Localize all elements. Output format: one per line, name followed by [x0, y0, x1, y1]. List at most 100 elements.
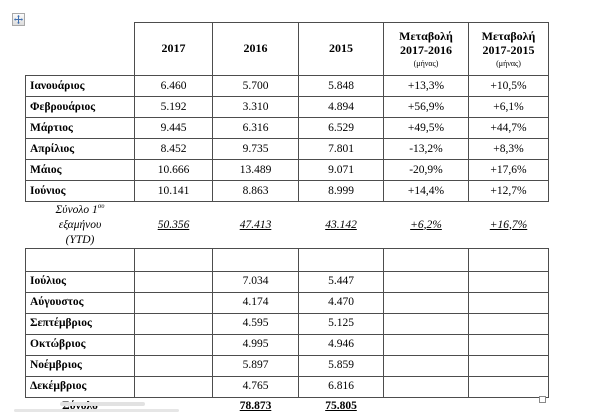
- table-row: Μάιος 10.666 13.489 9.071 -20,9% +17,6%: [25, 159, 549, 181]
- header-2015: 2015: [298, 22, 384, 76]
- ytd-label-sup: ου: [97, 202, 105, 210]
- empty-cell: [383, 333, 469, 356]
- month-label: Ιούνιος: [25, 180, 135, 202]
- header-2017: 2017: [134, 22, 213, 76]
- value-2016: 4.765: [212, 375, 299, 398]
- empty-cell: [298, 247, 384, 272]
- table-row: Ιούλιος 7.034 5.447: [25, 270, 549, 293]
- value-2017: 9.445: [134, 117, 213, 139]
- change-2017-2016: -13,2%: [383, 138, 469, 160]
- value-2016: 3.310: [212, 96, 299, 118]
- table-row: Νοέμβριος 5.897 5.859: [25, 354, 549, 377]
- ytd-row: Σύνολο 1ου εξαμήνου (YTD) 50.356 47.413 …: [26, 202, 549, 249]
- ytd-label-line2: εξαμήνου: [58, 218, 102, 231]
- change1-title: Μεταβολή: [399, 29, 453, 44]
- month-label: Ιανουάριος: [25, 75, 135, 97]
- empty-cell: [468, 247, 549, 272]
- value-2016: 4.595: [212, 312, 299, 335]
- month-label: Οκτώβριος: [25, 333, 135, 356]
- table-row: Μάρτιος 9.445 6.316 6.529 +49,5% +44,7%: [25, 117, 549, 139]
- empty-cell: [383, 375, 469, 398]
- month-label: Φεβρουάριος: [25, 96, 135, 118]
- value-2017: 8.452: [134, 138, 213, 160]
- ytd-change-2017-2015: +16,7%: [489, 218, 528, 231]
- empty-cell: [383, 312, 469, 335]
- empty-cell: [134, 312, 213, 335]
- change-2017-2016: +49,5%: [383, 117, 469, 139]
- table-resize-handle[interactable]: [539, 396, 546, 403]
- value-2015: 5.848: [298, 75, 384, 97]
- value-2015: 4.894: [298, 96, 384, 118]
- change-2017-2016: +56,9%: [383, 96, 469, 118]
- empty-cell: [134, 375, 213, 398]
- value-2016: 13.489: [212, 159, 299, 181]
- table-row: Σεπτέμβριος 4.595 5.125: [25, 312, 549, 335]
- change-2017-2016: -20,9%: [383, 159, 469, 181]
- total-row: Σύνολο 78.873 75.805: [26, 397, 549, 416]
- value-2015: 5.125: [298, 312, 384, 335]
- empty-cell: [134, 291, 213, 314]
- total-value-2015: 75.805: [325, 400, 357, 413]
- empty-cell: [468, 375, 549, 398]
- table-row: Αύγουστος 4.174 4.470: [25, 291, 549, 314]
- header-row: 2017 2016 2015 Μεταβολή 2017-2016 (μήνας…: [26, 22, 549, 76]
- move-arrows-icon: [14, 15, 23, 24]
- empty-cell: [25, 247, 135, 272]
- table-row: Οκτώβριος 4.995 4.946: [25, 333, 549, 356]
- ytd-label-line3: (YTD): [65, 233, 95, 246]
- value-2015: 6.816: [298, 375, 384, 398]
- empty-cell: [383, 354, 469, 377]
- month-label: Δεκέμβριος: [25, 375, 135, 398]
- empty-cell: [468, 312, 549, 335]
- empty-cell: [383, 247, 469, 272]
- month-label: Νοέμβριος: [25, 354, 135, 377]
- empty-cell: [468, 333, 549, 356]
- monthly-data-table: 2017 2016 2015 Μεταβολή 2017-2016 (μήνας…: [25, 22, 549, 416]
- table-row: Φεβρουάριος 5.192 3.310 4.894 +56,9% +6,…: [25, 96, 549, 118]
- total-label: Σύνολο: [62, 400, 98, 413]
- value-2015: 7.801: [298, 138, 384, 160]
- change1-range: 2017-2016: [400, 42, 452, 57]
- change2-subnote: (μήνας): [496, 58, 521, 68]
- empty-cell: [383, 291, 469, 314]
- spacer-row: [25, 247, 549, 272]
- change-2017-2016: +13,3%: [383, 75, 469, 97]
- value-2016: 4.174: [212, 291, 299, 314]
- header-change-2017-2016: Μεταβολή 2017-2016 (μήνας): [383, 22, 469, 76]
- table-row: Ιούνιος 10.141 8.863 8.999 +14,4% +12,7%: [25, 180, 549, 202]
- change-2017-2015: +10,5%: [468, 75, 549, 97]
- value-2015: 8.999: [298, 180, 384, 202]
- ytd-change-2017-2016: +6,2%: [410, 218, 442, 231]
- header-2016: 2016: [212, 22, 299, 76]
- month-label: Σεπτέμβριος: [25, 312, 135, 335]
- empty-cell: [469, 397, 549, 416]
- change2-title: Μεταβολή: [481, 29, 536, 44]
- empty-cell: [468, 270, 549, 293]
- value-2015: 5.447: [298, 270, 384, 293]
- ytd-label: Σύνολο 1ου εξαμήνου (YTD): [26, 202, 135, 249]
- table-move-handle[interactable]: [12, 13, 25, 26]
- change-2017-2015: +8,3%: [468, 138, 549, 160]
- change2-range: 2017-2015: [482, 42, 535, 57]
- month-label: Ιούλιος: [25, 270, 135, 293]
- month-label: Αύγουστος: [25, 291, 135, 314]
- change-2017-2015: +44,7%: [468, 117, 549, 139]
- empty-cell: [212, 247, 299, 272]
- value-2017: 6.460: [134, 75, 213, 97]
- change1-subnote: (μήνας): [413, 58, 439, 68]
- value-2017: 5.192: [134, 96, 213, 118]
- value-2015: 9.071: [298, 159, 384, 181]
- ytd-value-2015: 43.142: [325, 218, 357, 231]
- empty-cell: [134, 333, 213, 356]
- change-2017-2015: +6,1%: [468, 96, 549, 118]
- empty-cell: [468, 291, 549, 314]
- cutoff-text-fragment: [14, 409, 179, 412]
- ytd-label-prefix: Σύνολο 1: [55, 203, 98, 216]
- value-2016: 5.700: [212, 75, 299, 97]
- empty-cell: [468, 354, 549, 377]
- month-label: Μάιος: [25, 159, 135, 181]
- value-2017: 10.141: [134, 180, 213, 202]
- month-label: Μάρτιος: [25, 117, 135, 139]
- value-2016: 5.897: [212, 354, 299, 377]
